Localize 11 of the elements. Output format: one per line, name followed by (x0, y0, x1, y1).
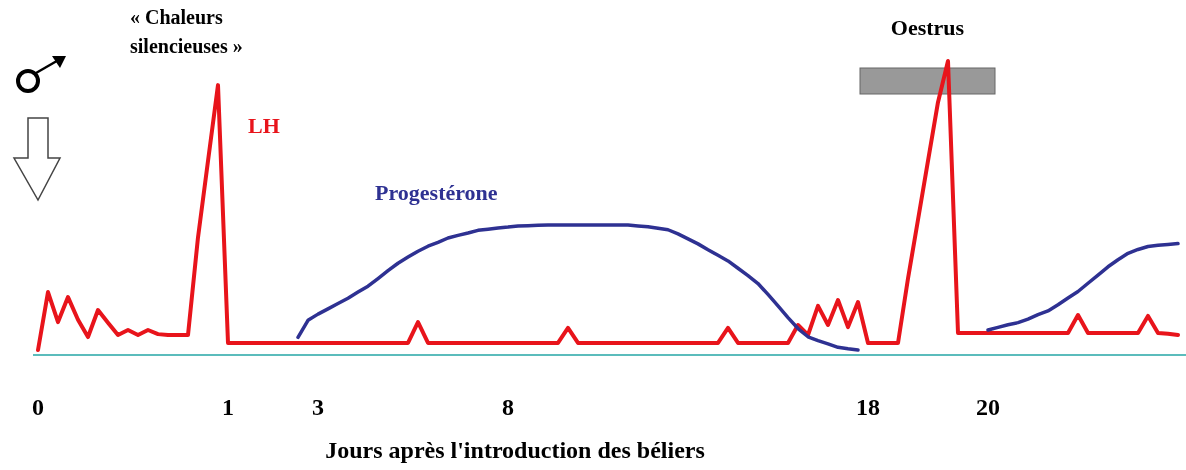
series-label: Progestérone (375, 180, 498, 205)
x-tick-label: 1 (222, 394, 234, 420)
x-tick-label: 20 (976, 394, 1000, 420)
x-tick-label: 0 (32, 394, 44, 420)
x-tick-label: 8 (502, 394, 514, 420)
x-axis-title: Jours après l'introduction des béliers (325, 437, 705, 463)
x-tick-label: 3 (312, 394, 324, 420)
x-tick-label: 18 (856, 394, 880, 420)
series-label: LH (248, 113, 280, 138)
band-label: Oestrus (890, 15, 965, 40)
text: « Chaleurs silencieuses » (130, 6, 243, 57)
